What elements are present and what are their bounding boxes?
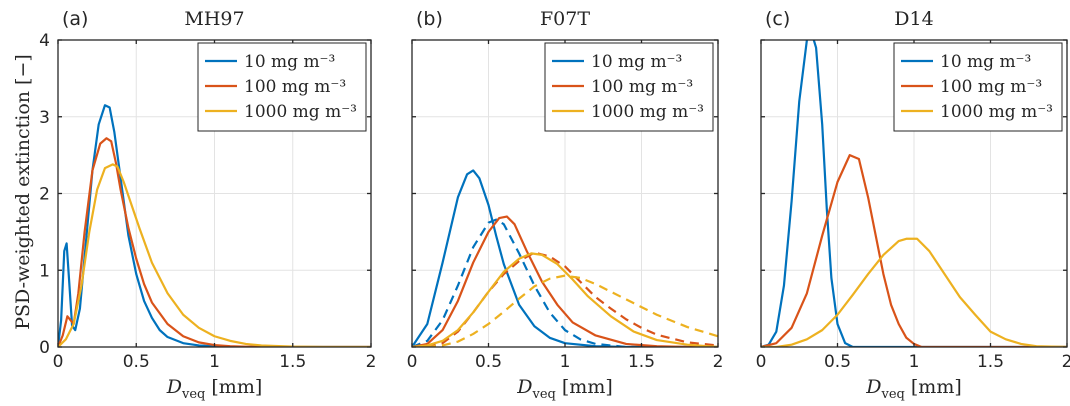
legend-entry-2: 100 mg m⁻³ bbox=[244, 77, 346, 97]
x-axis-title-symbol: D bbox=[516, 376, 532, 398]
legend-entry-2: 100 mg m⁻³ bbox=[940, 77, 1042, 97]
x-tick-label: 1.5 bbox=[977, 352, 1004, 372]
panel-label: (c) bbox=[765, 8, 790, 30]
series-line-4-dashed bbox=[412, 251, 718, 347]
panel-title: F07T bbox=[540, 8, 590, 30]
panel-label: (a) bbox=[62, 8, 88, 30]
series-line-6-dashed bbox=[412, 274, 718, 347]
panel-2: 0 0.5 1 1.5 2 (b) F07T Dveq [mm] 10 mg m⁻³ 100 mg… bbox=[407, 8, 724, 402]
legend-entry-3: 1000 mg m⁻³ bbox=[244, 102, 357, 122]
y-tick-label: 3 bbox=[39, 108, 50, 128]
x-axis-title-symbol: D bbox=[865, 376, 881, 398]
legend-entry-2: 100 mg m⁻³ bbox=[591, 77, 693, 97]
legend-entry-3: 1000 mg m⁻³ bbox=[940, 102, 1053, 122]
legend-entry-1: 10 mg m⁻³ bbox=[244, 52, 335, 72]
legend-entry-1: 10 mg m⁻³ bbox=[591, 52, 682, 72]
x-tick-label: 1 bbox=[909, 352, 920, 372]
series-line-3 bbox=[58, 163, 371, 347]
y-tick-label: 0 bbox=[39, 338, 50, 358]
x-tick-label: 2 bbox=[366, 352, 377, 372]
x-axis-title-subscript: veq bbox=[880, 387, 904, 402]
series-line-3 bbox=[761, 237, 1067, 347]
x-tick-label: 1 bbox=[209, 352, 220, 372]
x-axis-title: Dveq [mm] bbox=[865, 376, 962, 402]
legend-entry-1: 10 mg m⁻³ bbox=[940, 52, 1031, 72]
x-tick-label: 1 bbox=[560, 352, 571, 372]
series-line-1 bbox=[58, 104, 371, 347]
x-tick-label: 0.5 bbox=[824, 352, 851, 372]
x-tick-label: 0 bbox=[53, 352, 64, 372]
x-tick-label: 1.5 bbox=[628, 352, 655, 372]
x-axis-title: Dveq [mm] bbox=[516, 376, 613, 402]
series-line-2 bbox=[761, 154, 1067, 347]
legend-entry-3: 1000 mg m⁻³ bbox=[591, 102, 704, 122]
legend: 10 mg m⁻³ 100 mg m⁻³ 1000 mg m⁻³ bbox=[197, 42, 367, 132]
series-line-5 bbox=[412, 252, 718, 347]
panel-title: MH97 bbox=[184, 8, 244, 30]
series-group bbox=[412, 169, 718, 347]
x-axis-title-unit: [mm] bbox=[205, 376, 262, 398]
x-tick-label: 1.5 bbox=[279, 352, 306, 372]
panel-title: D14 bbox=[894, 8, 933, 30]
legend: 10 mg m⁻³ 100 mg m⁻³ 1000 mg m⁻³ bbox=[893, 42, 1063, 132]
x-axis-title-unit: [mm] bbox=[905, 376, 962, 398]
x-axis-title-subscript: veq bbox=[531, 387, 555, 402]
x-tick-label: 2 bbox=[713, 352, 724, 372]
x-axis-title: Dveq [mm] bbox=[166, 376, 263, 402]
x-axis-title-symbol: D bbox=[166, 376, 182, 398]
y-tick-label: 2 bbox=[39, 185, 50, 205]
x-axis-title-unit: [mm] bbox=[556, 376, 613, 398]
series-line-2-dashed bbox=[412, 218, 718, 347]
series-line-3 bbox=[412, 215, 718, 347]
panel-3: 0 0.5 1 1.5 2 (c) D14 Dveq [mm] 10 mg m⁻³ 100 mg … bbox=[756, 8, 1070, 402]
y-axis-title: PSD-weighted extinction [−] bbox=[12, 54, 34, 330]
x-tick-label: 0 bbox=[756, 352, 767, 372]
x-tick-label: 2 bbox=[1062, 352, 1070, 372]
y-tick-label: 1 bbox=[39, 261, 50, 281]
x-tick-label: 0.5 bbox=[475, 352, 502, 372]
x-axis-title-subscript: veq bbox=[181, 387, 205, 402]
y-tick-label: 4 bbox=[39, 31, 50, 51]
x-tick-label: 0 bbox=[407, 352, 418, 372]
panel-label: (b) bbox=[416, 8, 443, 30]
legend: 10 mg m⁻³ 100 mg m⁻³ 1000 mg m⁻³ bbox=[544, 42, 714, 132]
x-tick-label: 0.5 bbox=[123, 352, 150, 372]
